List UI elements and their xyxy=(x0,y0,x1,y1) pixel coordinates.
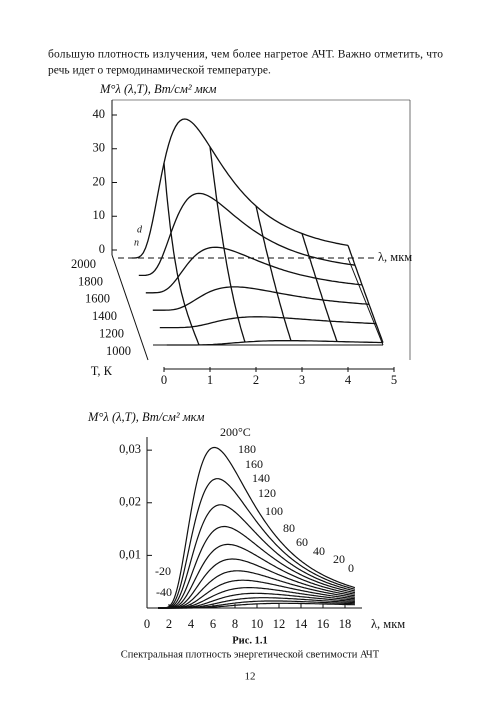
x-tick-label: 0 xyxy=(161,373,167,387)
curve-label: 40 xyxy=(313,544,325,558)
x-tick-label: 18 xyxy=(339,617,352,631)
t-tick-label: 1000 xyxy=(106,344,131,358)
curve-label: 100 xyxy=(265,504,283,518)
surface-wavelength-line xyxy=(209,146,246,343)
caption-text: Спектральная плотность энергетической св… xyxy=(121,649,380,660)
z-tick-label: 0 xyxy=(99,242,105,256)
x-tick-label: 12 xyxy=(273,617,286,631)
x-tick-label: 0 xyxy=(144,617,150,631)
curve xyxy=(158,504,356,609)
paragraph-line: речь идет о термодинамической температур… xyxy=(48,65,271,77)
curve-label: 60 xyxy=(296,535,308,549)
surface-isotherm xyxy=(166,340,384,346)
curve xyxy=(158,446,356,609)
x-tick-label: 8 xyxy=(232,617,238,631)
y-tick-label: 0,01 xyxy=(119,547,141,561)
curve-label: 120 xyxy=(258,486,276,500)
y-tick-label: 0,03 xyxy=(119,442,141,456)
t-tick-label: 1200 xyxy=(99,326,124,340)
z-tick-label: 40 xyxy=(93,107,106,121)
curve xyxy=(158,586,355,609)
annotation: n xyxy=(134,237,139,248)
surface-wavelength-line xyxy=(301,233,338,342)
surface-isotherm xyxy=(145,246,363,294)
curve xyxy=(158,570,355,609)
t-tick-label: 1400 xyxy=(92,309,117,323)
x-axis-label: λ, мкм xyxy=(371,617,405,631)
caption-number: Рис. 1.1 xyxy=(232,635,268,646)
surface-wavelength-line xyxy=(347,245,384,343)
t-tick-label: 1600 xyxy=(85,292,110,306)
z-tick-label: 10 xyxy=(93,208,106,222)
floor-edge xyxy=(347,257,384,346)
x-tick-label: 6 xyxy=(210,617,216,631)
curve xyxy=(158,579,356,609)
z-tick-label: 20 xyxy=(93,174,106,188)
x-tick-label: 4 xyxy=(345,373,352,387)
x-tick-label: 5 xyxy=(391,373,397,387)
y-axis-label: M°λ (λ,T), Вт/см² мкм xyxy=(87,410,205,424)
curve xyxy=(158,602,355,609)
surface-isotherm xyxy=(152,286,370,311)
curve-label: 160 xyxy=(245,457,263,471)
curve-label: 180 xyxy=(238,442,256,456)
curve-label: 20 xyxy=(333,552,345,566)
x-tick-label: 3 xyxy=(299,373,305,387)
x-tick-label: 10 xyxy=(251,617,264,631)
x-tick-label: 4 xyxy=(188,617,195,631)
surface-wavelength-line xyxy=(163,163,200,346)
x-tick-label: 2 xyxy=(166,617,172,631)
curve-label: -40 xyxy=(156,585,172,599)
curve xyxy=(158,543,356,609)
curve xyxy=(158,525,356,609)
y-tick-label: 0,02 xyxy=(119,495,141,509)
x-axis-label: λ, мкм xyxy=(378,250,412,264)
x-tick-label: 2 xyxy=(253,373,259,387)
curve-label: 80 xyxy=(283,521,295,535)
curve-label: -20 xyxy=(155,564,171,578)
x-tick-label: 1 xyxy=(207,373,213,387)
t-tick-label: 2000 xyxy=(71,257,96,271)
t-tick-label: 1800 xyxy=(78,274,103,288)
x-tick-label: 16 xyxy=(317,617,330,631)
frame-line xyxy=(111,254,149,361)
curve xyxy=(158,558,356,609)
surface-isotherm xyxy=(131,118,349,259)
annotation: d xyxy=(137,224,143,235)
x-tick-label: 14 xyxy=(295,617,308,631)
t-axis-label: T, К xyxy=(91,364,113,378)
surface-isotherm xyxy=(159,316,377,329)
curve xyxy=(158,478,356,609)
curve-label: 140 xyxy=(252,471,270,485)
paragraph-line: большую плотность излучения, чем более н… xyxy=(48,49,443,61)
curve-label: 200°C xyxy=(220,425,251,439)
curve-label: 0 xyxy=(348,561,354,575)
z-tick-label: 30 xyxy=(93,141,106,155)
z-axis-label: M°λ (λ,T), Вт/см² мкм xyxy=(99,82,217,96)
page-number: 12 xyxy=(245,671,256,683)
surface-wavelength-line xyxy=(255,205,292,341)
surface-isotherm xyxy=(138,192,356,277)
